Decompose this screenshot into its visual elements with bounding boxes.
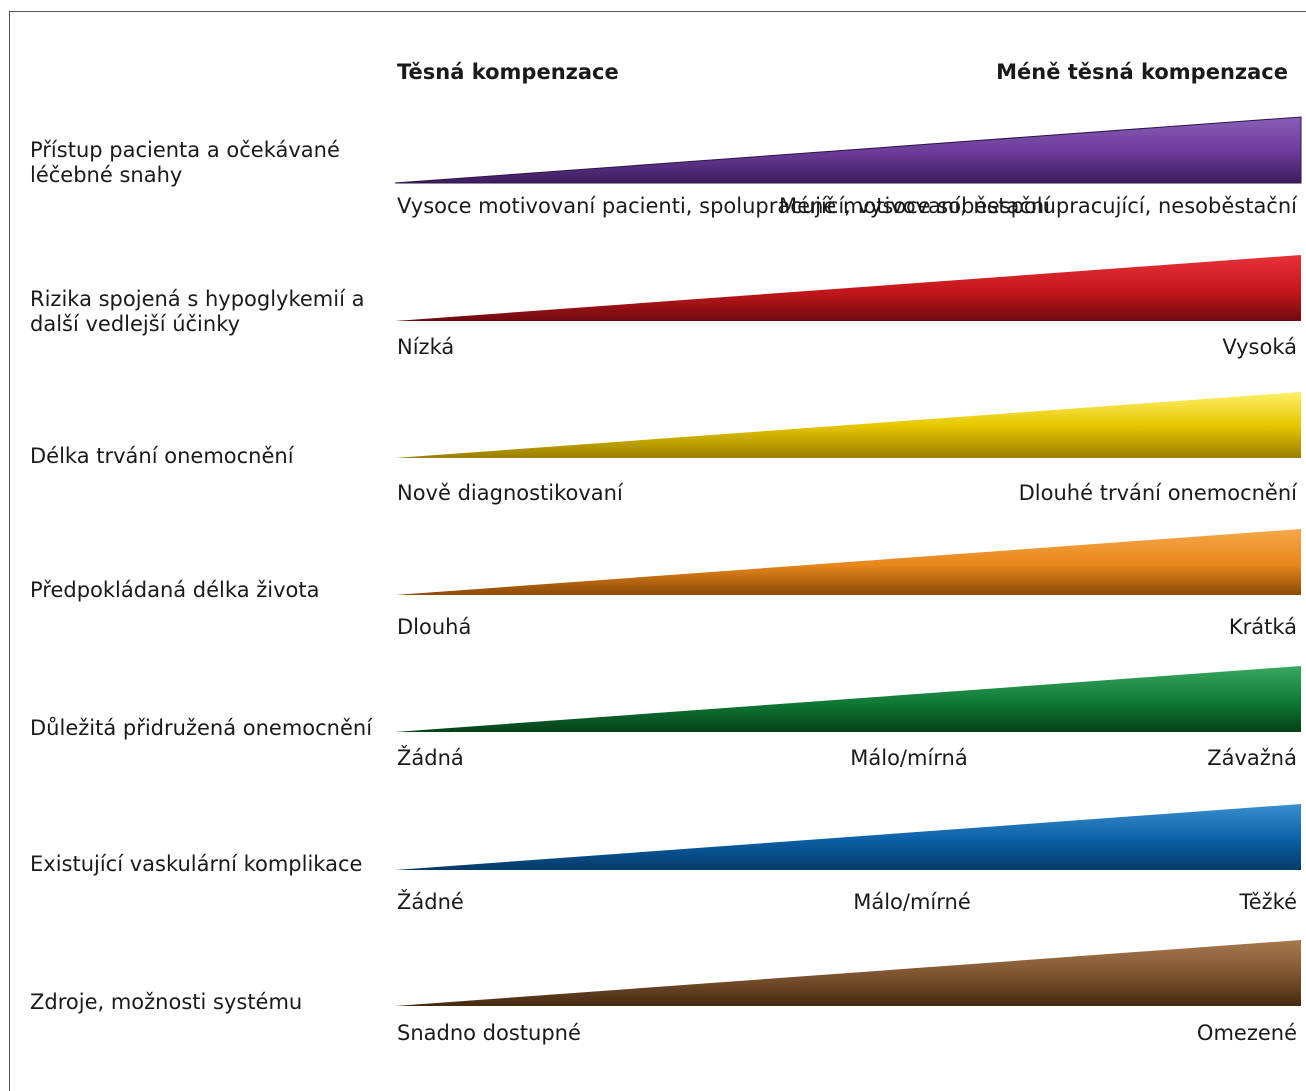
row-comorbidities: Důležitá přidružená onemocnění Žádná Mál… (0, 0, 1306, 770)
scale-end-left: Snadno dostupné (397, 1021, 581, 1045)
scale-end-left: Dlouhá (397, 615, 472, 639)
scale-end-right: Vysoká (1222, 335, 1297, 359)
row-label: Délka trvání onemocnění (30, 444, 294, 468)
scale-end-right: Těžké (1239, 890, 1297, 914)
row-disease-duration: Délka trvání onemocnění Nově diagnostiko… (0, 0, 1306, 505)
gradient-wedge-purple (394, 116, 1302, 184)
scale-end-right: Méně motivovaní, nespolupracující, nesob… (779, 194, 1297, 218)
row-label: Zdroje, možnosti systému (30, 990, 303, 1014)
row-label: Rizika spojená s hypoglykemií a další ve… (30, 287, 365, 336)
figure-frame (9, 11, 1306, 1091)
gradient-wedge-orange (395, 529, 1301, 595)
row-label: Existující vaskulární komplikace (30, 852, 363, 876)
row-hypoglycemia-risk: Rizika spojená s hypoglykemií a další ve… (0, 0, 1306, 359)
gradient-wedge-blue (395, 804, 1301, 870)
row-patient-attitude: Přístup pacienta a očekávané léčebné sna… (0, 0, 1306, 218)
scale-end-left: Žádné (397, 890, 464, 914)
row-label: Důležitá přidružená onemocnění (30, 716, 373, 740)
gradient-wedge-brown (395, 940, 1301, 1006)
scale-end-right: Dlouhé trvání onemocnění (1018, 481, 1297, 505)
row-system-resources: Zdroje, možnosti systému Snadno dostupné… (0, 0, 1306, 1045)
scale-mid: Málo/mírné (853, 890, 971, 914)
scale-end-right: Závažná (1207, 746, 1297, 770)
row-label: Přístup pacienta a očekávané léčebné sna… (30, 138, 340, 187)
gradient-wedge-red (395, 255, 1301, 321)
row-life-expectancy: Předpokládaná délka života Dlouhá Krátká (0, 0, 1306, 639)
scale-end-left: Nízká (397, 335, 455, 359)
scale-end-right: Omezené (1196, 1021, 1297, 1045)
scale-end-left: Vysoce motivovaní pacienti, spolupracují… (397, 194, 1051, 218)
scale-mid: Málo/mírná (850, 746, 968, 770)
scale-end-left: Nově diagnostikovaní (397, 481, 623, 505)
row-label: Předpokládaná délka života (30, 578, 320, 602)
header-tight-control: Těsná kompenzace (397, 60, 619, 84)
row-vascular-complications: Existující vaskulární komplikace Žádné M… (0, 0, 1306, 914)
gradient-wedge-yellow (395, 392, 1301, 458)
header-less-tight-control: Méně těsná kompenzace (996, 60, 1288, 84)
gradient-wedge-green (395, 666, 1301, 732)
scale-end-right: Krátká (1228, 615, 1297, 639)
scale-end-left: Žádná (397, 746, 464, 770)
